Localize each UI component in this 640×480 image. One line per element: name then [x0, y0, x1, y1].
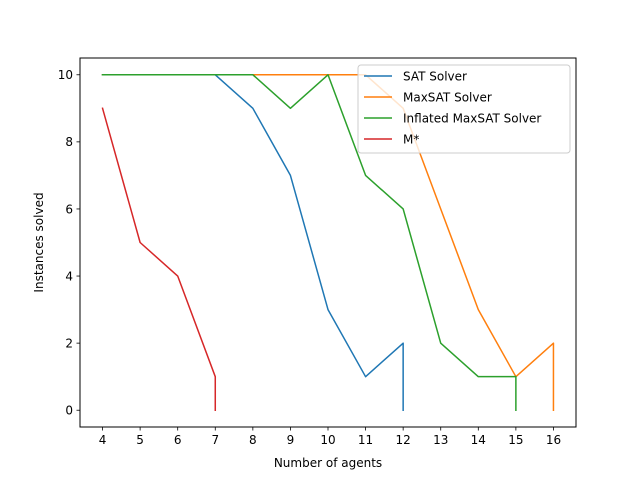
x-tick-label: 11	[358, 433, 373, 447]
legend-box	[357, 64, 571, 154]
legend: SAT Solver MaxSAT Solver Inflated MaxSAT S…	[357, 64, 571, 154]
y-tick-label: 6	[65, 202, 73, 216]
x-tick-label: 9	[287, 433, 295, 447]
legend-label-sat-solver: SAT Solver	[403, 69, 467, 83]
legend-label-m: M*	[403, 132, 419, 146]
legend-label-maxsat-solver: MaxSAT Solver	[403, 90, 492, 104]
y-axis-ticks: 0 2 4 6 8 10	[58, 68, 80, 418]
y-axis-label: Instances solved	[32, 192, 46, 292]
y-tick-label: 8	[65, 135, 73, 149]
y-tick-label: 4	[65, 269, 73, 283]
x-tick-label: 4	[99, 433, 107, 447]
x-tick-label: 12	[396, 433, 411, 447]
x-tick-label: 7	[211, 433, 219, 447]
x-tick-label: 14	[471, 433, 486, 447]
y-tick-label: 0	[65, 404, 73, 418]
x-tick-label: 10	[320, 433, 335, 447]
x-axis-ticks: 4 5 6 7 8 9 10 11 12 13 14 15 16	[99, 427, 561, 447]
x-tick-label: 6	[174, 433, 182, 447]
y-tick-label: 10	[58, 68, 73, 82]
x-tick-label: 16	[546, 433, 561, 447]
y-tick-label: 2	[65, 336, 73, 350]
x-axis-label: Number of agents	[274, 456, 382, 470]
x-tick-label: 8	[249, 433, 257, 447]
x-tick-label: 13	[433, 433, 448, 447]
x-tick-label: 15	[508, 433, 523, 447]
series-layer	[101, 74, 555, 411]
series-line-m	[101, 107, 217, 411]
x-tick-label: 5	[136, 433, 144, 447]
legend-label-inflated-maxsat-solver: Inflated MaxSAT Solver	[403, 111, 541, 125]
series-line-inflated-maxsat-solver	[101, 74, 517, 411]
